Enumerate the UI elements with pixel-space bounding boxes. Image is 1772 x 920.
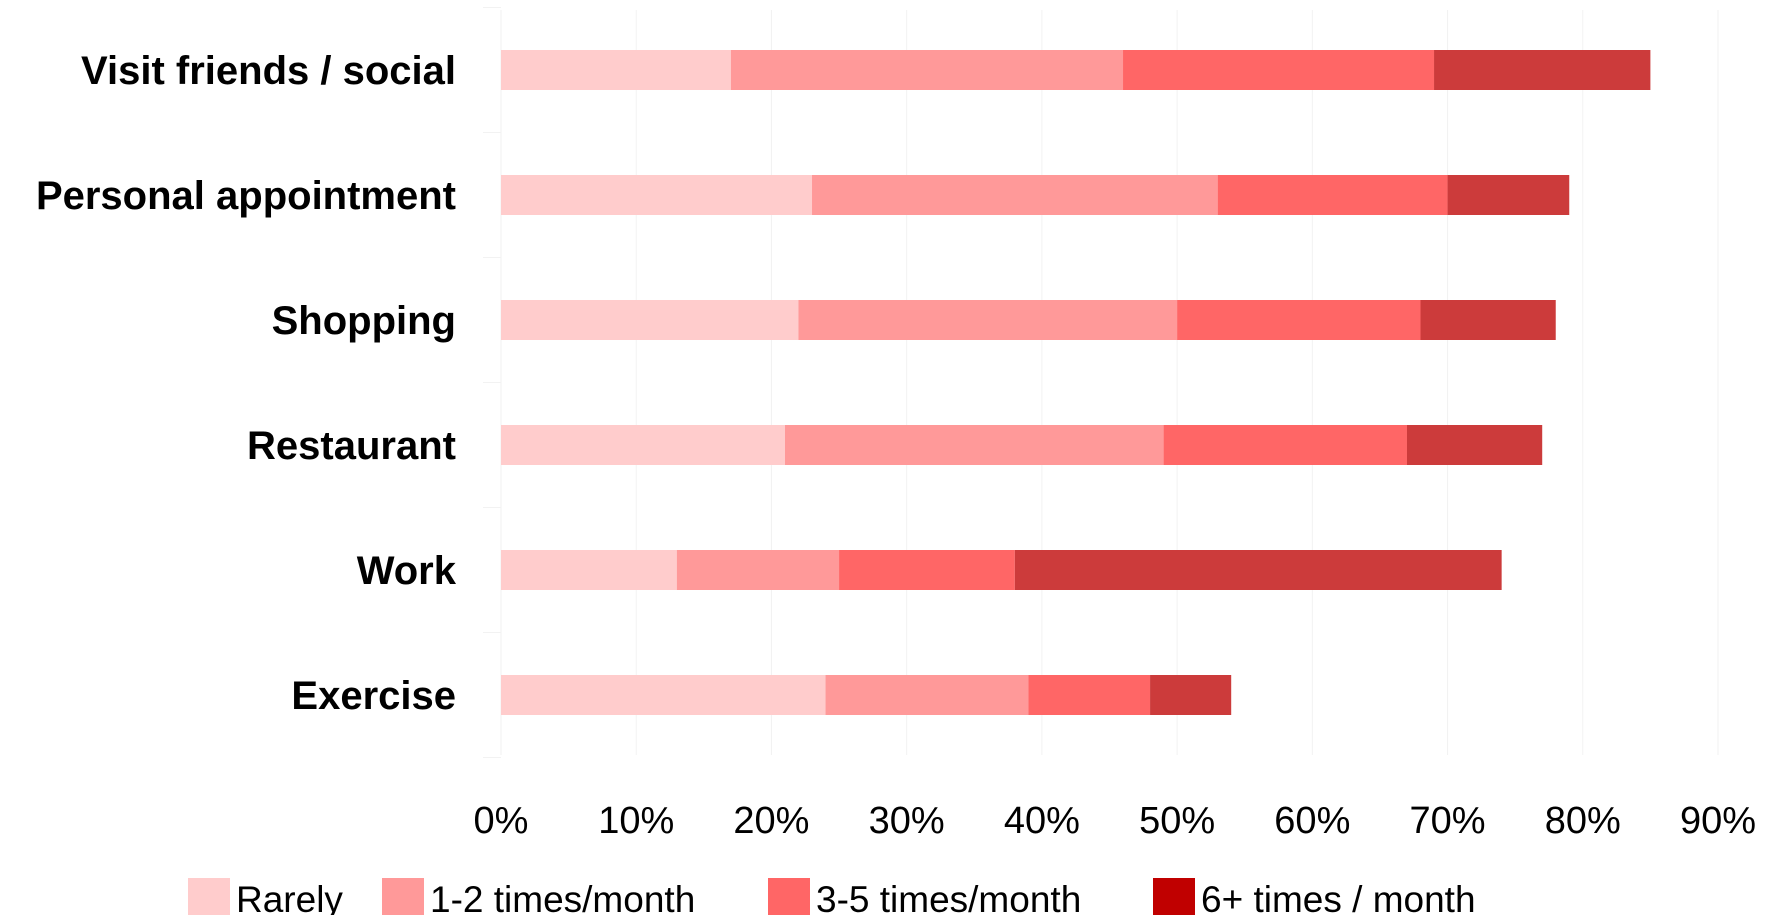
x-tick-label: 80% [1545,800,1621,842]
category-label: Shopping [272,299,456,343]
category-label: Personal appointment [36,174,456,218]
x-tick-label: 50% [1139,800,1215,842]
bar-segment [1217,175,1448,215]
legend: Rarely 1-2 times/month 3-5 times/month 6+ t… [188,878,1476,920]
x-tick-label: 20% [733,800,809,842]
legend-swatch [188,878,230,920]
bar-segment [676,550,840,590]
x-tick-label: 70% [1410,800,1486,842]
x-tick-label: 40% [1004,800,1080,842]
x-tick-label: 10% [598,800,674,842]
bar-segment [1150,675,1232,715]
bar-segment [1434,50,1651,90]
bar-segment [501,175,813,215]
x-tick-label: 0% [474,800,529,842]
x-tick-label: 60% [1274,800,1350,842]
bar-segment [784,425,1164,465]
legend-label: Rarely [236,879,343,915]
bar-segment [812,175,1218,215]
bar-segment [1163,425,1407,465]
category-label: Restaurant [247,424,456,468]
x-tick-label: 90% [1680,800,1756,842]
bar-segment [730,50,1124,90]
legend-label: 6+ times / month [1201,879,1476,915]
bar-segment [839,550,1015,590]
x-axis-ticks: 0% 10% 20% 30% 40% 50% 60% 70% 80% 90% [474,800,1756,842]
legend-label: 3-5 times/month [816,879,1081,915]
category-labels: Visit friends / social Personal appointme… [36,49,457,718]
bars [501,50,1651,715]
category-label: Work [357,549,457,593]
bar-segment [1028,675,1151,715]
legend-swatch [382,878,424,920]
bar-segment [501,425,785,465]
bar-segment [501,550,677,590]
category-label: Visit friends / social [81,49,456,93]
legend-swatch [1153,878,1195,920]
bar-segment [1014,550,1502,590]
bar-segment [825,675,1029,715]
bar-segment [1406,425,1543,465]
bar-segment [501,675,826,715]
bar-segment [1123,50,1435,90]
legend-label: 1-2 times/month [430,879,695,915]
bar-segment [798,300,1178,340]
bar-segment [501,300,799,340]
bar-segment [1420,300,1556,340]
bar-segment [1447,175,1570,215]
x-tick-label: 30% [869,800,945,842]
bar-segment [1177,300,1421,340]
bar-segment [501,50,731,90]
legend-swatch [768,878,810,920]
grid [483,7,1719,758]
category-label: Exercise [291,674,456,718]
